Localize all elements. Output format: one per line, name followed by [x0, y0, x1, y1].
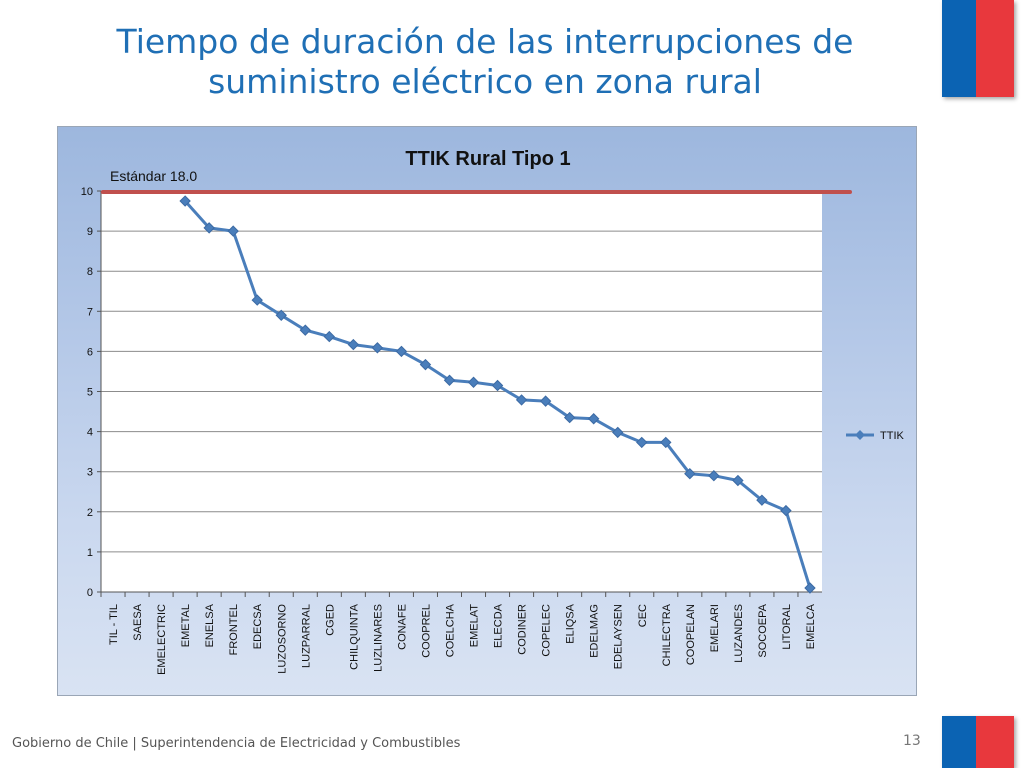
x-tick-label-13: COOPREL	[420, 604, 432, 658]
data-point-elecda	[491, 379, 504, 392]
data-point-edelmag	[587, 413, 600, 425]
data-point-cec	[636, 436, 648, 449]
x-tick-label-25: EMELARI	[709, 604, 721, 652]
data-point-cged	[323, 330, 336, 343]
data-point-copelec	[539, 395, 552, 407]
ttik-chart: 0 1 2 3 4 5 6 7 8 9 10 TIL - TIL SAESA EMELECTRIC EME…	[81, 148, 905, 675]
y-tick-label-8: 8	[87, 266, 93, 278]
x-tick-label-24: COOPELAN	[685, 604, 697, 665]
chart-legend: TTIK	[846, 430, 904, 442]
x-tick-label-14: COELCHA	[444, 603, 456, 657]
y-tick-label-4: 4	[87, 427, 93, 439]
x-tick-label-12: CONAFE	[396, 604, 408, 650]
data-point-socoepa	[756, 494, 768, 506]
data-point-edelaysen	[612, 426, 624, 439]
data-point-litoral	[780, 504, 792, 517]
footer-text: Gobierno de Chile | Superintendencia de …	[12, 736, 461, 751]
x-tick-label-3: EMETAL	[180, 604, 192, 647]
chile-flag-decoration-top	[942, 0, 1014, 97]
data-point-coelcha	[443, 374, 456, 386]
data-point-luzparral	[299, 324, 311, 336]
x-tick-label-9: CGED	[324, 604, 336, 636]
x-tick-label-0: TIL - TIL	[108, 604, 120, 645]
data-point-luzandes	[732, 474, 744, 487]
x-tick-label-4: ENELSA	[204, 603, 216, 647]
y-tick-label-3: 3	[87, 467, 93, 479]
slide-title: Tiempo de duración de las interrupciones…	[60, 22, 910, 102]
x-tick-label-6: EDECSA	[252, 603, 264, 649]
x-tick-label-22: CEC	[637, 604, 649, 627]
data-point-emelari	[708, 470, 720, 482]
data-point-chilectra	[660, 436, 672, 449]
data-point-edecsa	[251, 294, 263, 306]
data-point-cooprel	[419, 358, 432, 371]
x-tick-label-19: ELIQSA	[565, 603, 577, 643]
x-tick-label-16: ELECDA	[493, 603, 505, 648]
x-tick-label-20: EDELMAG	[589, 604, 601, 658]
y-tick-label-1: 1	[87, 547, 93, 559]
y-tick-label-6: 6	[87, 346, 93, 358]
x-tick-label-17: CODINER	[517, 604, 529, 655]
data-point-codiner	[515, 394, 528, 406]
y-tick-label-10: 10	[81, 186, 93, 198]
x-tick-label-23: CHILECTRA	[661, 603, 673, 666]
x-tick-label-10: CHILQUINTA	[348, 603, 360, 669]
y-tick-label-5: 5	[87, 387, 93, 399]
data-point-conafe	[395, 345, 408, 358]
legend-marker-ttik	[855, 430, 865, 440]
data-point-chilquinta	[347, 338, 360, 351]
data-point-frontel	[227, 225, 239, 237]
y-tick-label-2: 2	[87, 507, 93, 519]
data-point-enelsa	[203, 222, 215, 234]
x-tick-label-26: LUZANDES	[733, 604, 745, 663]
x-tick-label-5: FRONTEL	[228, 604, 240, 655]
x-tick-label-18: COPELEC	[541, 604, 553, 657]
data-point-emelat	[467, 376, 480, 388]
standard-annotation: Estándar 18.0	[110, 168, 197, 184]
y-tick-label-7: 7	[87, 306, 93, 318]
data-point-emetal	[179, 195, 191, 207]
x-tick-label-11: LUZLINARES	[372, 604, 384, 672]
x-tick-label-27: SOCOEPA	[757, 603, 769, 657]
x-tick-label-8: LUZPARRAL	[300, 604, 312, 668]
x-tick-label-1: SAESA	[132, 603, 144, 640]
x-tick-label-29: EMELCA	[805, 603, 817, 649]
x-tick-label-28: LITORAL	[781, 604, 793, 650]
x-tick-label-7: LUZOSORNO	[276, 604, 288, 674]
page-number: 13	[903, 733, 921, 749]
chile-flag-decoration-bottom	[942, 716, 1014, 768]
y-tick-label-0: 0	[87, 587, 93, 599]
x-tick-label-2: EMELECTRIC	[156, 604, 168, 675]
slide-title-line2: suministro eléctrico en zona rural	[208, 62, 762, 101]
slide-title-line1: Tiempo de duración de las interrupciones…	[116, 22, 854, 61]
x-tick-label-15: EMELAT	[469, 604, 481, 647]
x-tick-label-21: EDELAYSEN	[613, 604, 625, 669]
data-point-luzlinares	[371, 342, 384, 354]
data-point-coopelan	[684, 467, 696, 480]
data-point-luzosorno	[275, 309, 287, 322]
chart-title: TTIK Rural Tipo 1	[405, 148, 570, 170]
chart-area: 0 1 2 3 4 5 6 7 8 9 10 TIL - TIL SAESA EMELECTRIC EME…	[57, 126, 917, 696]
data-point-eliqsa	[563, 411, 576, 424]
data-point-emelca	[804, 582, 816, 594]
legend-label-ttik: TTIK	[880, 430, 904, 442]
y-tick-label-9: 9	[87, 226, 93, 238]
